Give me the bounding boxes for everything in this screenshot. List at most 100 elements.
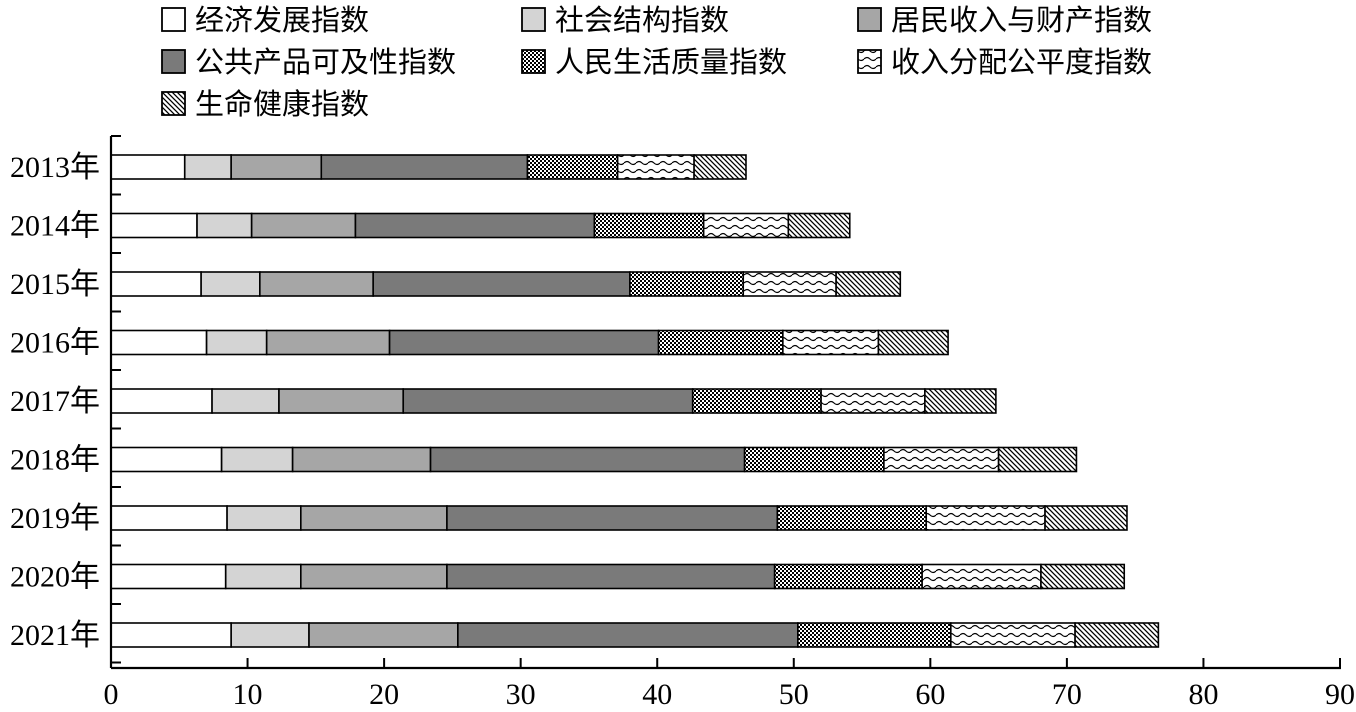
category-label: 2017年 [10, 385, 100, 418]
bar-segment [776, 505, 928, 531]
bar-segment [308, 622, 459, 648]
bar-segment [924, 388, 997, 414]
bar-segment [693, 154, 747, 180]
bar-segment [742, 271, 837, 297]
bar-segment [457, 622, 799, 648]
bar-segment [616, 154, 695, 180]
legend-label: 经济发展指数 [195, 3, 369, 37]
bar-segment [773, 563, 923, 590]
bar-segment [220, 446, 294, 473]
axes: 2013年 2014年 2015年 2016年 2017年 2018年 2019年 2020年… [10, 135, 1355, 711]
bar-segment [320, 154, 529, 180]
bar-segment [265, 329, 391, 356]
bar-segment [230, 622, 310, 648]
bar-segment [291, 446, 432, 473]
x-tick-label: 80 [1188, 678, 1218, 711]
bar-segment [259, 271, 374, 297]
legend-label: 人民生活质量指数 [555, 45, 787, 79]
bar-segment [835, 271, 902, 297]
bar-segment [300, 563, 448, 590]
bar-segment [211, 388, 280, 414]
x-tick-label: 70 [1052, 678, 1082, 711]
bar-segment [925, 505, 1046, 531]
x-tick-label: 0 [104, 678, 119, 711]
bar-segment [110, 154, 186, 180]
bar-segment [110, 212, 198, 239]
bar-segment [110, 271, 202, 297]
bar-segment [446, 563, 776, 590]
legend-label: 社会结构指数 [555, 3, 729, 37]
category-label: 2014年 [10, 210, 100, 243]
bar-segment [110, 622, 232, 648]
category-label: 2015年 [10, 268, 100, 301]
bar-segment [797, 622, 952, 648]
bar-segment [997, 446, 1078, 473]
legend-swatch [857, 49, 882, 74]
legend-label: 收入分配公平度指数 [891, 45, 1152, 79]
bars [110, 154, 1160, 648]
bar-segment [196, 212, 253, 239]
bar-segment [278, 388, 405, 414]
bar-segment [200, 271, 261, 297]
bar-segment [429, 446, 746, 473]
legend-swatch [521, 49, 546, 74]
bar-segment [183, 154, 232, 180]
x-tick-label: 10 [233, 678, 263, 711]
legend-label: 公共产品可及性指数 [195, 45, 456, 79]
bar-segment [110, 446, 223, 473]
x-tick-label: 20 [369, 678, 399, 711]
bar-segment [205, 329, 268, 356]
x-tick-label: 90 [1325, 678, 1355, 711]
bar-segment [629, 271, 745, 297]
bar-segment [691, 388, 822, 414]
legend-swatch [161, 49, 186, 74]
bar-segment [657, 329, 784, 356]
bar-segment [230, 154, 323, 180]
bar-segment [743, 446, 885, 473]
bar-segment [921, 563, 1042, 590]
bar-segment [224, 563, 302, 590]
bar-segment [787, 212, 851, 239]
bar-segment [226, 505, 302, 531]
category-label: 2013年 [10, 151, 100, 184]
bar-segment [300, 505, 448, 531]
bar-segment [110, 388, 213, 414]
legend-swatch [161, 91, 186, 116]
bar-segment [446, 505, 779, 531]
x-tick-label: 30 [506, 678, 536, 711]
x-tick-label: 50 [779, 678, 809, 711]
legend-swatch [161, 7, 186, 32]
legend-label: 生命健康指数 [195, 87, 369, 121]
legend-swatch [521, 7, 546, 32]
bar-segment [1074, 622, 1160, 648]
bar-segment [526, 154, 619, 180]
x-tick-label: 40 [642, 678, 672, 711]
bar-segment [250, 212, 357, 239]
category-label: 2021年 [10, 619, 100, 652]
bar-segment [820, 388, 926, 414]
bar-segment [110, 505, 228, 531]
bar-segment [372, 271, 631, 297]
bar-segment [1044, 505, 1128, 531]
bar-segment [388, 329, 660, 356]
category-label: 2016年 [10, 327, 100, 360]
x-tick-label: 60 [915, 678, 945, 711]
category-label: 2018年 [10, 444, 100, 477]
bar-segment [950, 622, 1076, 648]
bar-segment [110, 563, 227, 590]
bar-segment [702, 212, 790, 239]
legend-swatch [857, 7, 882, 32]
category-label: 2020年 [10, 561, 100, 594]
bar-segment [877, 329, 949, 356]
legend-label: 居民收入与财产指数 [891, 3, 1152, 37]
bar-segment [883, 446, 1000, 473]
category-label: 2019年 [10, 502, 100, 535]
bar-segment [402, 388, 694, 414]
bar-segment [782, 329, 880, 356]
bar-segment [354, 212, 596, 239]
bar-segment [110, 329, 208, 356]
bar-segment [593, 212, 705, 239]
bar-segment [1040, 563, 1126, 590]
